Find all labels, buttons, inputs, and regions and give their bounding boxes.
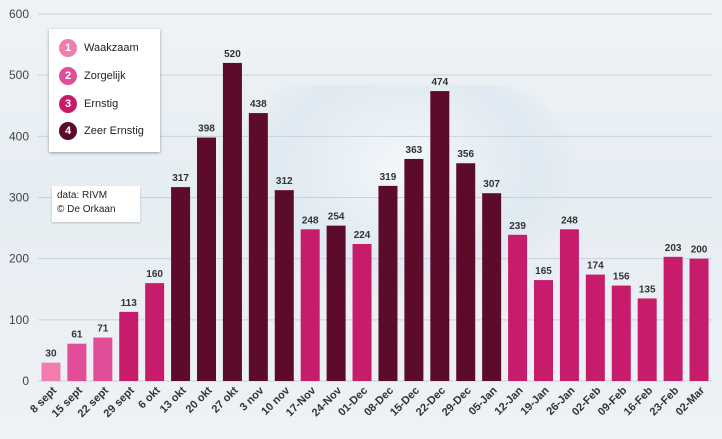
bar <box>482 193 502 381</box>
bar <box>534 280 553 381</box>
data-label: 30 <box>45 349 57 360</box>
data-label: 307 <box>483 179 500 190</box>
legend-item-ernstig: 3 Ernstig <box>59 94 118 114</box>
copyright-line: © De Orkaan <box>57 204 116 215</box>
bar <box>41 362 61 381</box>
x-tick-label: 20 okt <box>184 384 215 415</box>
bar <box>300 229 320 381</box>
data-label: 224 <box>354 230 371 241</box>
data-label: 165 <box>535 266 552 277</box>
x-tick-label: 13 okt <box>158 384 189 415</box>
bar <box>274 190 294 381</box>
bar <box>222 62 242 381</box>
bar <box>663 256 683 381</box>
legend-label: Waakzaam <box>84 42 139 54</box>
bar <box>611 285 631 381</box>
data-label: 317 <box>172 173 189 184</box>
bar <box>171 187 191 381</box>
bar <box>637 298 657 381</box>
bar <box>119 311 139 381</box>
legend-marker-3: 3 <box>59 95 77 113</box>
data-label: 156 <box>613 272 630 283</box>
data-label: 398 <box>198 124 215 135</box>
bar <box>352 243 372 381</box>
bar <box>456 163 476 381</box>
x-tick-label: 02-Mar <box>674 384 708 418</box>
data-label: 135 <box>639 284 656 295</box>
legend-label: Zeer Ernstig <box>84 125 144 137</box>
data-label: 174 <box>587 261 604 272</box>
legend-marker-4: 4 <box>59 122 77 140</box>
y-tick-label: 300 <box>9 191 29 205</box>
legend-label: Zorgelijk <box>84 70 126 82</box>
legend-item-waakzaam: 1 Waakzaam <box>59 38 139 58</box>
bar <box>430 91 450 381</box>
data-label: 356 <box>457 149 474 160</box>
data-label: 61 <box>71 330 83 341</box>
legend: 1 Waakzaam 2 Zorgelijk 3 Ernstig 4 Zeer … <box>49 29 160 152</box>
data-label: 312 <box>276 176 293 187</box>
legend-item-zeer-ernstig: 4 Zeer Ernstig <box>59 121 144 141</box>
bar <box>326 225 346 381</box>
y-tick-label: 0 <box>22 374 29 388</box>
legend-item-zorgelijk: 2 Zorgelijk <box>59 66 126 86</box>
data-label: 248 <box>302 215 319 226</box>
data-label: 438 <box>250 99 267 110</box>
data-label: 254 <box>328 212 345 223</box>
data-label: 474 <box>431 77 448 88</box>
bar <box>248 113 268 381</box>
data-label: 248 <box>561 215 578 226</box>
source-note: data: RIVM © De Orkaan <box>52 186 140 222</box>
x-tick-label: 27 okt <box>210 384 241 415</box>
data-label: 319 <box>380 172 397 183</box>
y-tick-label: 100 <box>9 313 29 327</box>
data-label: 71 <box>97 324 109 335</box>
data-label: 113 <box>121 298 138 309</box>
data-label: 160 <box>146 269 163 280</box>
x-tick-label: 29-Dec <box>440 385 474 419</box>
bar <box>689 258 709 381</box>
bar <box>67 343 87 381</box>
bar <box>559 229 579 381</box>
y-tick-label: 200 <box>9 252 29 266</box>
bar <box>404 158 424 381</box>
y-tick-label: 400 <box>9 129 29 143</box>
legend-label: Ernstig <box>84 98 119 110</box>
bar <box>145 283 165 381</box>
bar <box>585 274 605 381</box>
legend-marker-1: 1 <box>59 39 77 57</box>
y-tick-label: 600 <box>9 7 29 21</box>
bar <box>197 137 216 381</box>
data-label: 203 <box>665 243 682 254</box>
bar <box>508 234 528 381</box>
source-line: data: RIVM <box>57 190 108 201</box>
legend-marker-2: 2 <box>59 67 77 85</box>
bar <box>93 337 113 381</box>
data-label: 363 <box>406 145 423 156</box>
y-tick-label: 500 <box>9 68 29 82</box>
data-label: 520 <box>224 49 241 60</box>
data-label: 239 <box>509 221 526 232</box>
bar <box>378 185 398 381</box>
data-label: 200 <box>691 245 708 256</box>
